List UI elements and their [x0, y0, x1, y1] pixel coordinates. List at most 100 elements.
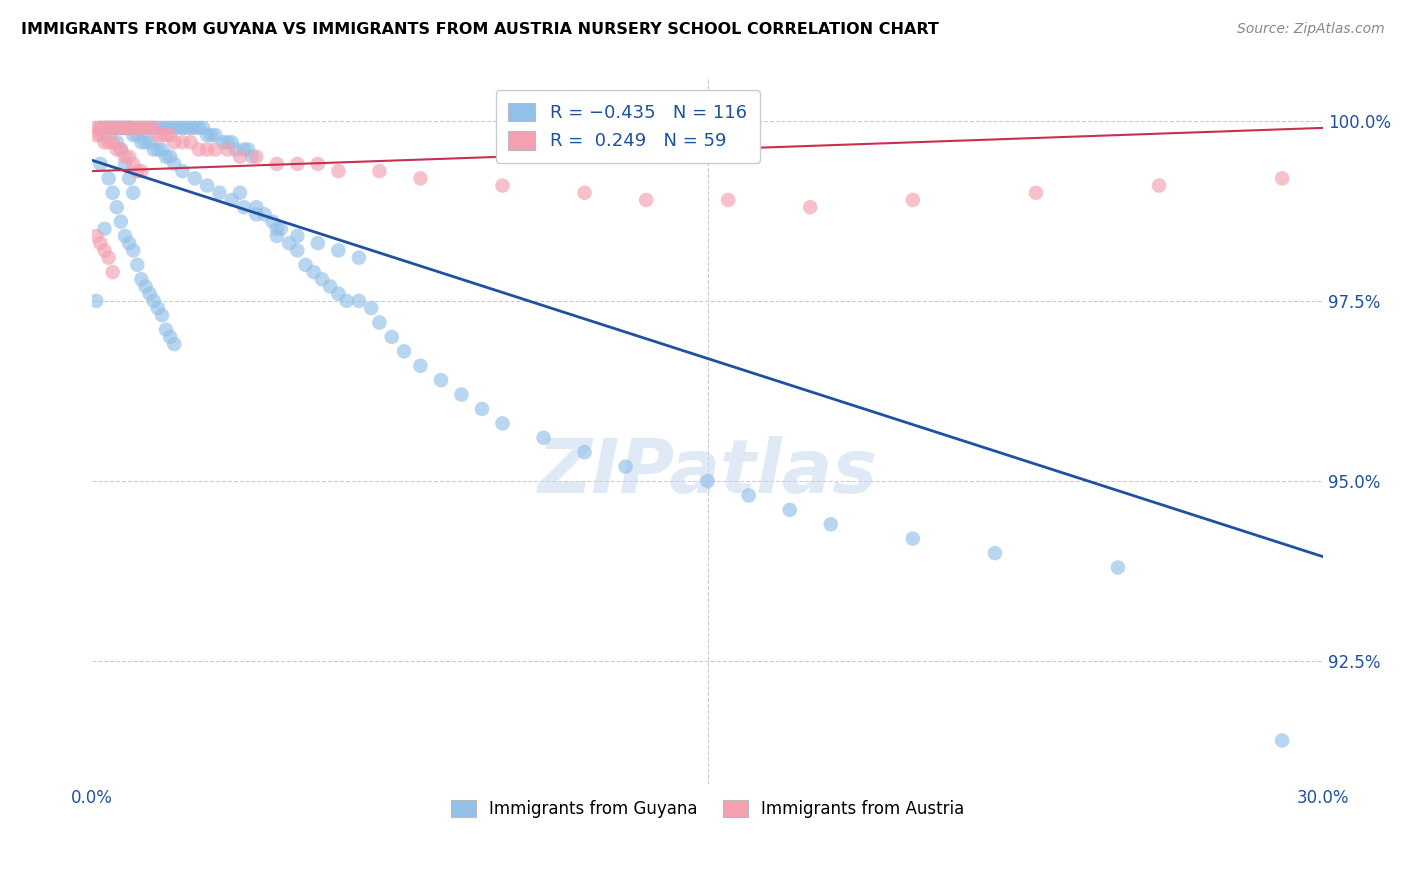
- Point: [159, 150, 181, 164]
- Point: [1147, 178, 1170, 193]
- Point: [97, 171, 120, 186]
- Point: [131, 164, 153, 178]
- Point: [89, 236, 111, 251]
- Point: [368, 316, 391, 330]
- Point: [138, 120, 160, 135]
- Point: [212, 136, 235, 150]
- Point: [127, 128, 149, 142]
- Point: [110, 143, 132, 157]
- Point: [245, 207, 267, 221]
- Point: [236, 143, 259, 157]
- Point: [294, 258, 316, 272]
- Point: [142, 120, 165, 135]
- Point: [984, 546, 1007, 560]
- Point: [229, 150, 252, 164]
- Point: [127, 258, 149, 272]
- Point: [270, 221, 292, 235]
- Point: [176, 120, 198, 135]
- Point: [229, 186, 252, 200]
- Point: [118, 120, 141, 135]
- Point: [138, 120, 160, 135]
- Point: [328, 286, 350, 301]
- Point: [118, 120, 141, 135]
- Point: [266, 157, 288, 171]
- Point: [93, 120, 115, 135]
- Point: [122, 186, 145, 200]
- Point: [155, 323, 177, 337]
- Point: [1271, 733, 1294, 747]
- Point: [146, 143, 169, 157]
- Point: [614, 459, 637, 474]
- Point: [101, 186, 124, 200]
- Point: [105, 120, 128, 135]
- Point: [127, 120, 149, 135]
- Point: [122, 244, 145, 258]
- Point: [114, 157, 136, 171]
- Point: [155, 150, 177, 164]
- Point: [266, 221, 288, 235]
- Point: [901, 193, 924, 207]
- Legend: Immigrants from Guyana, Immigrants from Austria: Immigrants from Guyana, Immigrants from …: [444, 793, 972, 825]
- Point: [101, 120, 124, 135]
- Point: [200, 128, 222, 142]
- Point: [233, 200, 256, 214]
- Point: [820, 517, 842, 532]
- Point: [97, 120, 120, 135]
- Point: [89, 120, 111, 135]
- Point: [172, 164, 194, 178]
- Point: [471, 401, 494, 416]
- Point: [105, 143, 128, 157]
- Point: [101, 136, 124, 150]
- Point: [114, 150, 136, 164]
- Point: [1107, 560, 1129, 574]
- Point: [253, 207, 276, 221]
- Point: [97, 120, 120, 135]
- Point: [118, 150, 141, 164]
- Point: [1271, 171, 1294, 186]
- Point: [93, 136, 115, 150]
- Point: [131, 272, 153, 286]
- Point: [114, 120, 136, 135]
- Point: [450, 387, 472, 401]
- Point: [97, 120, 120, 135]
- Point: [118, 236, 141, 251]
- Point: [110, 120, 132, 135]
- Point: [368, 164, 391, 178]
- Point: [240, 150, 263, 164]
- Point: [335, 293, 357, 308]
- Point: [127, 164, 149, 178]
- Point: [89, 120, 111, 135]
- Text: Source: ZipAtlas.com: Source: ZipAtlas.com: [1237, 22, 1385, 37]
- Point: [307, 157, 329, 171]
- Point: [105, 200, 128, 214]
- Point: [146, 301, 169, 315]
- Point: [114, 120, 136, 135]
- Point: [163, 337, 186, 351]
- Point: [217, 143, 239, 157]
- Point: [93, 128, 115, 142]
- Point: [122, 120, 145, 135]
- Point: [266, 229, 288, 244]
- Point: [110, 120, 132, 135]
- Point: [191, 120, 214, 135]
- Point: [131, 120, 153, 135]
- Point: [89, 157, 111, 171]
- Point: [901, 532, 924, 546]
- Point: [122, 120, 145, 135]
- Point: [779, 503, 801, 517]
- Point: [172, 120, 194, 135]
- Point: [184, 171, 207, 186]
- Point: [262, 214, 284, 228]
- Point: [159, 120, 181, 135]
- Point: [110, 143, 132, 157]
- Point: [184, 120, 207, 135]
- Point: [114, 229, 136, 244]
- Point: [114, 120, 136, 135]
- Point: [409, 171, 432, 186]
- Point: [127, 120, 149, 135]
- Point: [574, 186, 596, 200]
- Point: [574, 445, 596, 459]
- Point: [89, 128, 111, 142]
- Point: [93, 221, 115, 235]
- Point: [118, 120, 141, 135]
